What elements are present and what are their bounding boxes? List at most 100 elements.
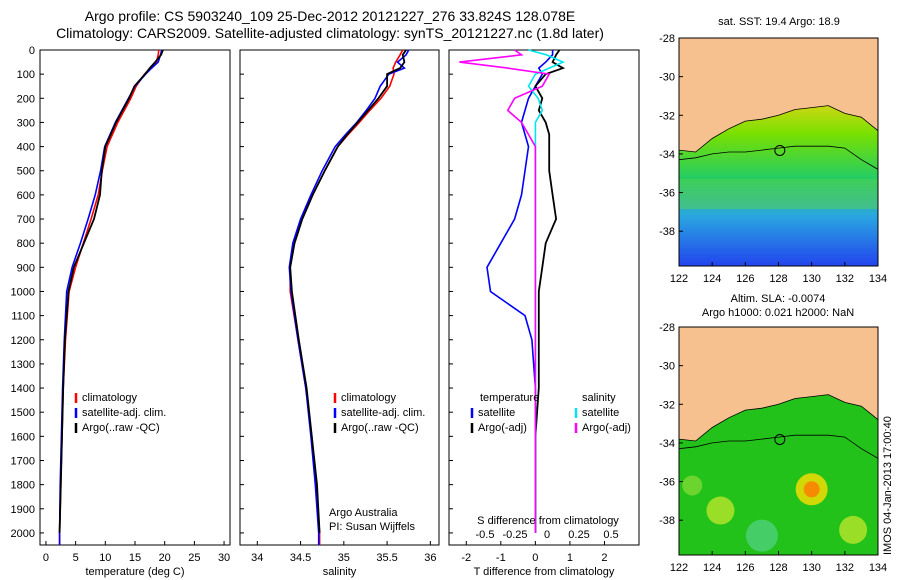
- map-x-tick-label: 122: [670, 273, 688, 285]
- x-tick-label-difference: 1: [567, 552, 573, 564]
- x-tick-label-difference: 2: [601, 552, 607, 564]
- map-x-tick-label: 124: [703, 273, 721, 285]
- x-tick-label-top-difference: -0.25: [502, 529, 527, 541]
- x-tick-label-temperature: 15: [129, 552, 141, 564]
- y-tick-label-depth: 400: [17, 142, 35, 154]
- series-line-salinity-argo: [289, 49, 407, 533]
- map-x-tick-label: 124: [703, 562, 721, 574]
- sst-band: [679, 179, 878, 210]
- map-y-tick-label: -28: [659, 322, 675, 334]
- y-tick-label-depth: 600: [17, 190, 35, 202]
- map-title-sla-line2: Argo h1000: 0.021 h2000: NaN: [702, 307, 854, 319]
- x-tick-label-temperature: 10: [99, 552, 111, 564]
- map-field-sst_map: [679, 38, 878, 266]
- map-y-tick-label: -32: [659, 110, 675, 122]
- series-line-difference-sargo: [459, 49, 551, 533]
- map-y-tick-label: -30: [659, 72, 675, 84]
- legend-header-temperature: temperature: [480, 392, 539, 404]
- x-tick-label-salinity: 36: [424, 552, 436, 564]
- y-tick-label-depth: 200: [17, 93, 35, 105]
- series-line-temperature-satadj: [58, 49, 163, 545]
- y-tick-label-depth: 100: [17, 69, 35, 81]
- x-tick-label-salinity: 34.5: [290, 552, 311, 564]
- x-tick-label-top-difference: 0: [544, 529, 550, 541]
- map-title-sst: sat. SST: 19.4 Argo: 18.9: [718, 16, 840, 28]
- isobath-contour: [679, 434, 878, 459]
- figure-title-line1: Argo profile: CS 5903240_109 25-Dec-2012…: [84, 8, 576, 24]
- x-tick-label-salinity: 34: [251, 552, 263, 564]
- y-tick-label-depth: 0: [29, 45, 35, 57]
- sla-anomaly-blob: [682, 475, 703, 496]
- y-tick-label-depth: 300: [17, 117, 35, 129]
- map-x-tick-label: 128: [769, 562, 787, 574]
- map-x-tick-label: 130: [802, 273, 820, 285]
- legend-label-difference: Argo(-adj): [478, 422, 527, 434]
- isobath-contour: [679, 145, 878, 170]
- legend-label-temperature: Argo(..raw -QC): [82, 422, 160, 434]
- axes-frame-salinity: [239, 49, 440, 546]
- map-title-sla-line1: Altim. SLA: -0.0074: [731, 293, 826, 305]
- x-tick-label-temperature: 30: [218, 552, 230, 564]
- map-y-tick-label: -38: [659, 515, 675, 527]
- x-axis-label-difference: T difference from climatology: [474, 566, 615, 578]
- x-tick-label-salinity: 35: [338, 552, 350, 564]
- series-line-salinity-clim: [289, 49, 404, 545]
- y-tick-label-depth: 1800: [11, 480, 35, 492]
- map-y-tick-label: -38: [659, 226, 675, 238]
- map-x-tick-label: 130: [802, 562, 820, 574]
- legend-label-difference: satellite: [478, 407, 515, 419]
- y-tick-label-depth: 700: [17, 214, 35, 226]
- y-tick-label-depth: 500: [17, 166, 35, 178]
- series-line-difference-tsat: [486, 50, 554, 533]
- map-y-tick-label: -36: [659, 477, 675, 489]
- land-mask: [679, 327, 878, 442]
- map-y-tick-label: -32: [659, 399, 675, 411]
- y-tick-label-depth: 1100: [11, 311, 35, 323]
- map-x-tick-label: 132: [836, 273, 854, 285]
- sla-anomaly-blob: [839, 515, 868, 544]
- x-tick-label-top-difference: 0.5: [603, 529, 618, 541]
- sla-anomaly-blob: [706, 496, 735, 525]
- map-y-tick-label: -36: [659, 188, 675, 200]
- map-x-tick-label: 126: [736, 273, 754, 285]
- series-line-temperature-argo: [58, 49, 164, 533]
- map-y-tick-label: -34: [659, 438, 675, 450]
- argo-position-marker: [774, 144, 786, 156]
- x-axis-label-top-difference: S difference from climatology: [477, 515, 619, 527]
- sla-anomaly-blob: [803, 481, 820, 498]
- map-x-tick-label: 134: [869, 562, 887, 574]
- y-tick-label-depth: 900: [17, 262, 35, 274]
- x-axis-label-salinity: salinity: [323, 566, 357, 578]
- argo-position-marker: [774, 433, 786, 445]
- y-tick-label-depth: 1300: [11, 359, 35, 371]
- y-tick-label-depth: 1500: [11, 407, 35, 419]
- legend-label-difference: Argo(-adj): [582, 422, 631, 434]
- legend-label-difference: satellite: [582, 407, 619, 419]
- x-tick-label-salinity: 35.5: [376, 552, 397, 564]
- legend-label-salinity: Argo(..raw -QC): [341, 422, 419, 434]
- series-line-difference-targo: [534, 49, 566, 533]
- x-tick-label-temperature: 0: [43, 552, 49, 564]
- annotation-argo-australia: Argo Australia: [329, 507, 398, 519]
- x-tick-label-top-difference: 0.25: [568, 529, 589, 541]
- x-tick-label-top-difference: -0.5: [476, 529, 495, 541]
- x-tick-label-difference: 0: [532, 552, 538, 564]
- map-x-tick-label: 132: [836, 562, 854, 574]
- x-tick-label-temperature: 20: [159, 552, 171, 564]
- legend-header-salinity: salinity: [582, 392, 616, 404]
- annotation-pi-name: PI: Susan Wijffels: [329, 521, 415, 533]
- legend-label-temperature: climatology: [82, 392, 138, 404]
- series-line-temperature-clim: [58, 49, 160, 545]
- y-tick-label-depth: 1700: [11, 455, 35, 467]
- legend-label-salinity: satellite-adj. clim.: [341, 407, 425, 419]
- map-y-tick-label: -34: [659, 149, 675, 161]
- y-tick-label-depth: 1200: [11, 335, 35, 347]
- y-tick-label-depth: 1900: [11, 504, 35, 516]
- x-tick-label-difference: -1: [496, 552, 506, 564]
- map-x-tick-label: 134: [869, 273, 887, 285]
- map-x-tick-label: 122: [670, 562, 688, 574]
- y-tick-label-depth: 1400: [11, 383, 35, 395]
- map-y-tick-label: -28: [659, 33, 675, 45]
- land-mask: [679, 38, 878, 153]
- imos-timestamp: IMOS 04-Jan-2013 17:00:40: [882, 416, 894, 555]
